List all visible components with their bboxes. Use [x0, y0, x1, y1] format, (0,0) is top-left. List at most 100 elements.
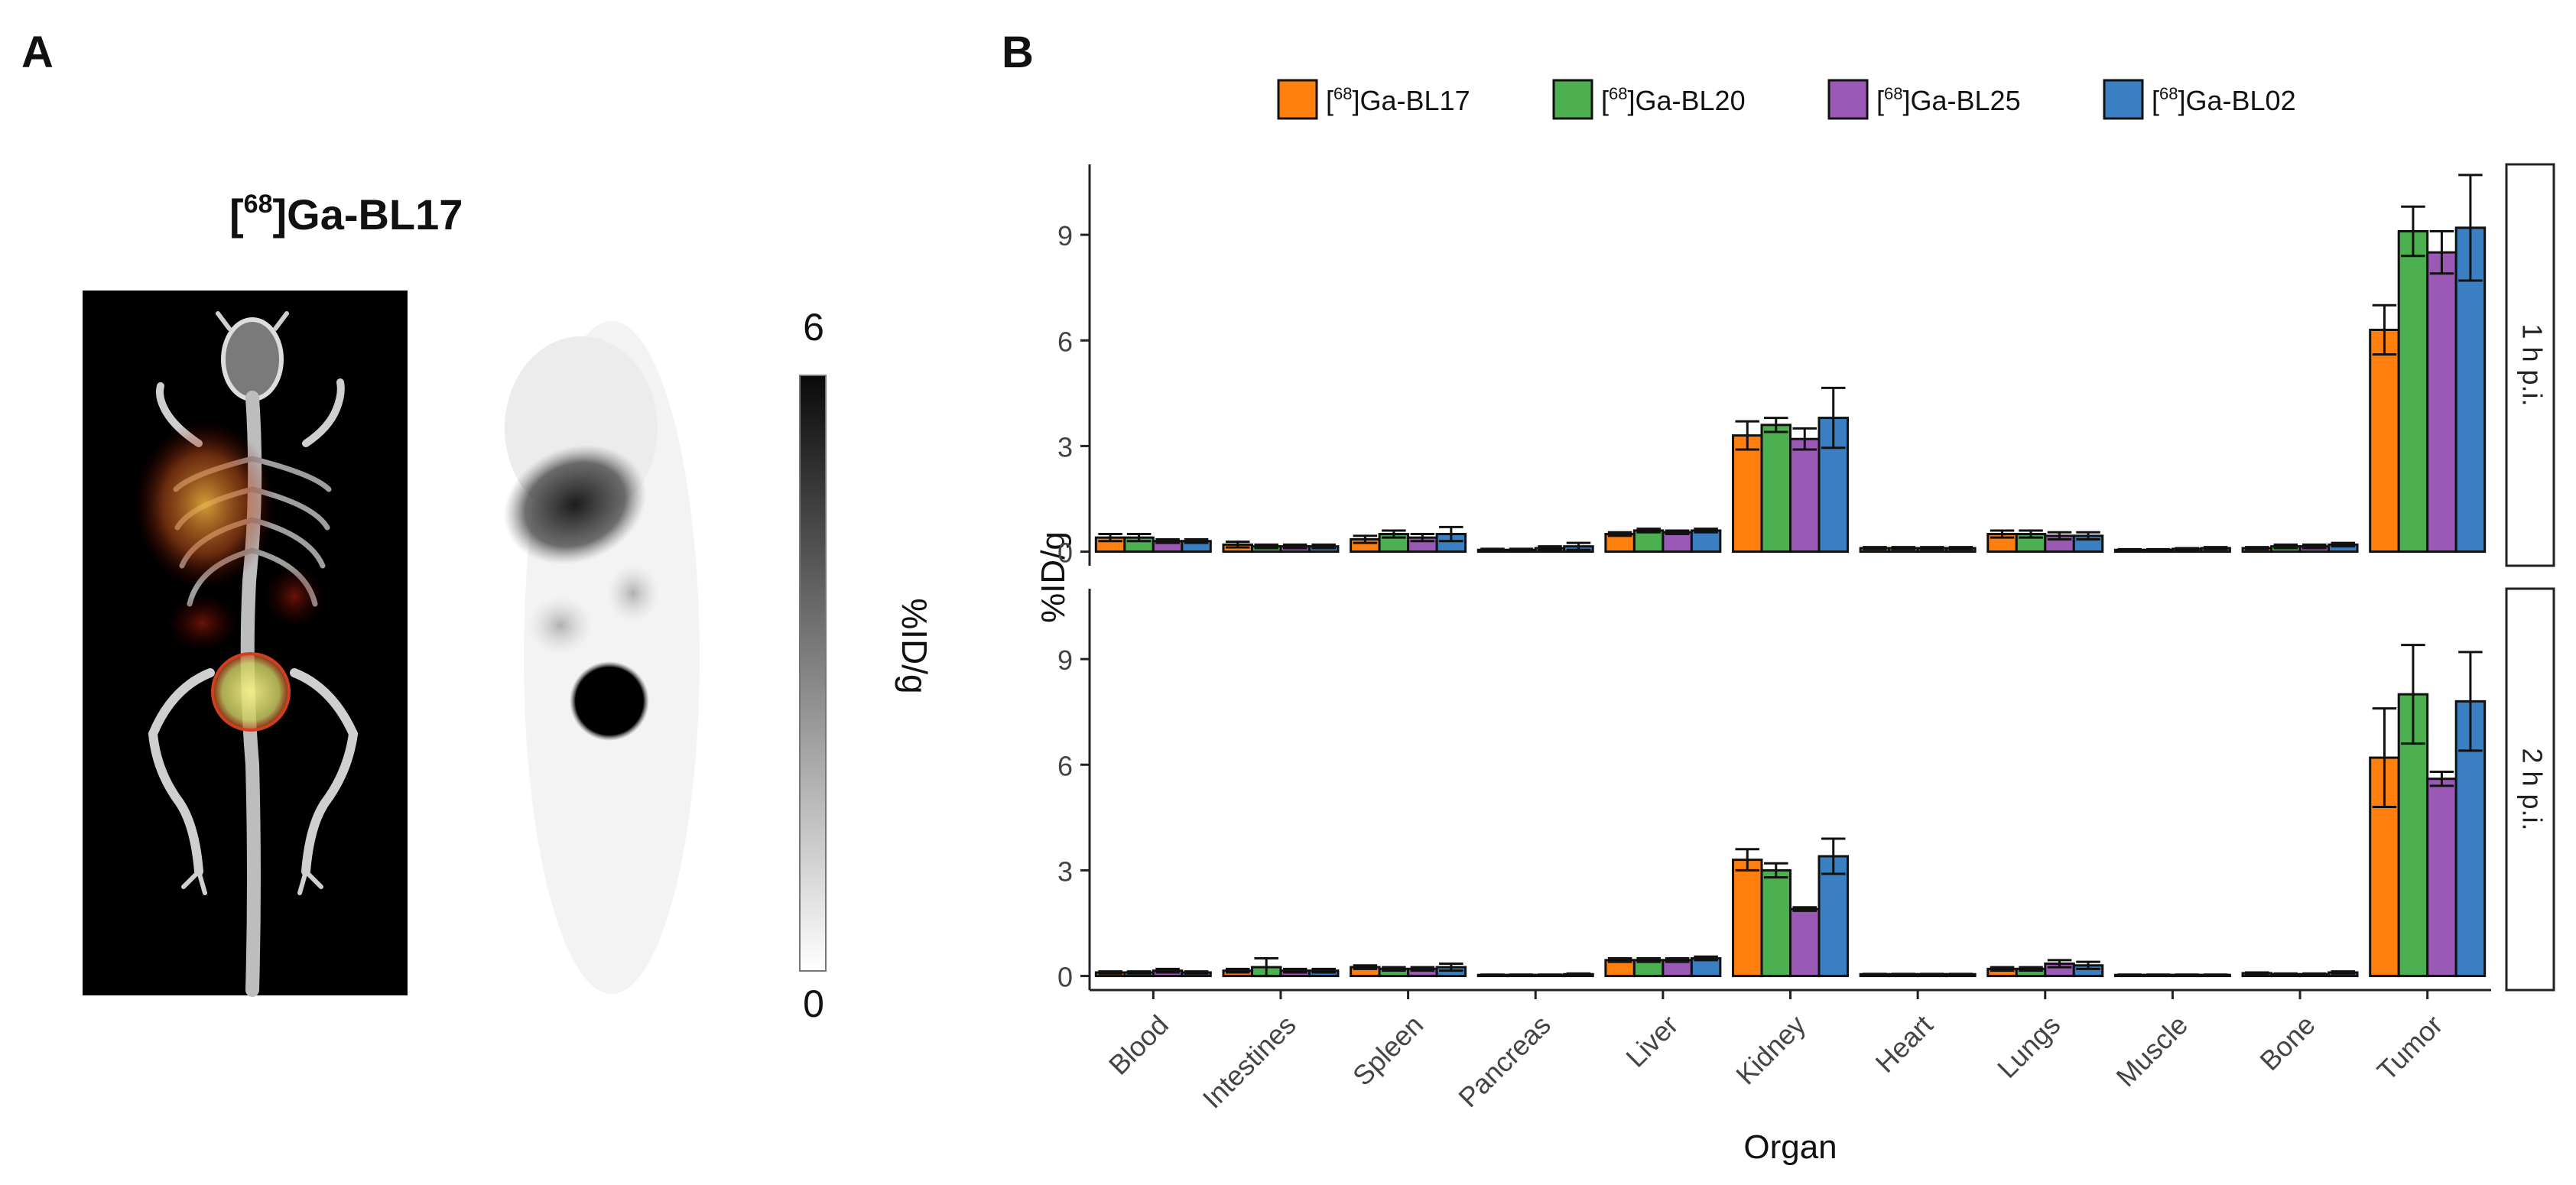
bar-liver-4 [1690, 529, 1722, 554]
error-bar [2331, 541, 2356, 548]
pet-liver-blob [503, 444, 647, 565]
error-bar [2401, 644, 2425, 745]
error-bar [1225, 541, 1250, 549]
error-bar [1184, 537, 1209, 544]
error-bar [1607, 531, 1632, 537]
error-bar [1254, 543, 1278, 550]
legend-swatch [1827, 79, 1869, 120]
liver-uptake [135, 420, 275, 589]
bar-kidney-3 [1789, 907, 1821, 978]
error-bar [1282, 543, 1307, 550]
error-bar [2273, 972, 2298, 976]
error-bar [1891, 972, 1916, 976]
panel-a-title-suffix: ]Ga-BL17 [272, 190, 463, 239]
legend: [68]Ga-BL17 [68]Ga-BL20 [68]Ga-BL25 [68]Ga-… [1277, 79, 2296, 120]
error-bar [1311, 967, 1336, 974]
facet-panel-1: 0 3 6 9 1 h p.i. [1057, 163, 2555, 569]
error-bar [2401, 205, 2425, 258]
x-tick-label-heart: Heart [1869, 1009, 1939, 1079]
x-tick-label-blood: Blood [1103, 1009, 1174, 1081]
bar-tumor-3 [2426, 778, 2457, 978]
error-bar [2203, 546, 2228, 550]
bar-kidney-1 [1732, 434, 1763, 554]
legend-label: [68]Ga-BL02 [2152, 84, 2296, 116]
error-bar [1863, 546, 1887, 550]
error-bar [1792, 906, 1817, 912]
error-bar [1694, 955, 1718, 962]
facet-strip-label: 2 h p.i. [2516, 748, 2548, 830]
error-bar [1764, 417, 1788, 433]
error-bar [2245, 971, 2269, 976]
error-bar [1480, 547, 1505, 553]
y-axis-title: %ID/g [1035, 531, 1072, 623]
error-bar [2429, 230, 2454, 275]
legend-item-3: [68]Ga-BL25 [1827, 79, 2021, 120]
error-bar [2273, 543, 2298, 550]
error-bar [1225, 967, 1250, 974]
error-bar [1155, 967, 1180, 974]
error-bar [1353, 534, 1378, 544]
error-bar [1155, 537, 1180, 544]
error-bar [1990, 529, 2015, 539]
error-bar [1254, 957, 1278, 978]
error-bar [2372, 304, 2397, 356]
y-tick-label: 0 [1057, 537, 1073, 569]
error-bar [1538, 545, 1562, 551]
error-bar [1126, 533, 1152, 543]
error-bar [2203, 973, 2228, 977]
error-bar [1920, 972, 1944, 976]
error-bar [1665, 529, 1690, 536]
error-bar [2047, 959, 2072, 969]
x-tick-label-lungs: Lungs [1991, 1009, 2066, 1084]
bar-kidney-1 [1732, 859, 1763, 978]
bar-chart: %ID/g Organ 0 3 6 9 1 h p.i. 0 3 6 9 2 h p.i. Blood I… [1035, 163, 2555, 1166]
error-bar [1792, 427, 1817, 451]
bar-kidney-4 [1817, 855, 1849, 978]
bar-tumor-1 [2369, 328, 2400, 554]
x-tick-label-liver: Liver [1619, 1009, 1684, 1073]
error-bar [1126, 970, 1152, 975]
colorbar-max-label: 6 [803, 306, 824, 349]
tumor-uptake [211, 652, 291, 732]
error-bar [2331, 970, 2356, 975]
bar-kidney-3 [1789, 437, 1821, 554]
x-tick-label-pancreas: Pancreas [1452, 1009, 1557, 1114]
error-bar [1636, 528, 1661, 534]
error-bar [1439, 525, 1463, 543]
legend-label: [68]Ga-BL17 [1326, 84, 1470, 116]
error-bar [1353, 964, 1378, 970]
error-bar [1184, 970, 1209, 975]
error-bar [2458, 651, 2483, 752]
error-bar [2047, 531, 2072, 541]
error-bar [1382, 966, 1406, 972]
facet-strip [2505, 163, 2555, 567]
error-bar [2146, 973, 2171, 977]
error-bar [1735, 848, 1760, 872]
error-bar [1607, 957, 1632, 963]
error-bar [1282, 967, 1307, 974]
bar-tumor-4 [2454, 226, 2487, 554]
x-tick-label-muscle: Muscle [2110, 1009, 2194, 1093]
error-bar [2372, 707, 2397, 809]
pet-kidney-right [607, 564, 659, 622]
error-bar [2175, 973, 2199, 977]
bar-kidney-4 [1817, 417, 1849, 554]
panel-a-title-prefix: [ [229, 190, 244, 239]
legend-label-sup: 68 [2159, 84, 2178, 103]
x-tick-label-kidney: Kidney [1730, 1009, 1811, 1091]
error-bar [2019, 529, 2043, 539]
panel-a-title-sup: 68 [244, 190, 273, 219]
legend-label-suffix: ]Ga-BL25 [1903, 85, 2021, 116]
y-tick-label: 9 [1057, 220, 1073, 252]
error-bar [1311, 543, 1336, 550]
error-bar [1891, 546, 1916, 550]
kidney-uptake-left [166, 594, 239, 652]
error-bar [1566, 972, 1591, 976]
error-bar [2117, 547, 2142, 552]
legend-swatch [1552, 79, 1593, 120]
legend-label-prefix: [ [2152, 85, 2159, 116]
error-bar [1821, 386, 1846, 450]
y-tick-label: 6 [1057, 326, 1073, 357]
error-bar [2175, 547, 2199, 551]
